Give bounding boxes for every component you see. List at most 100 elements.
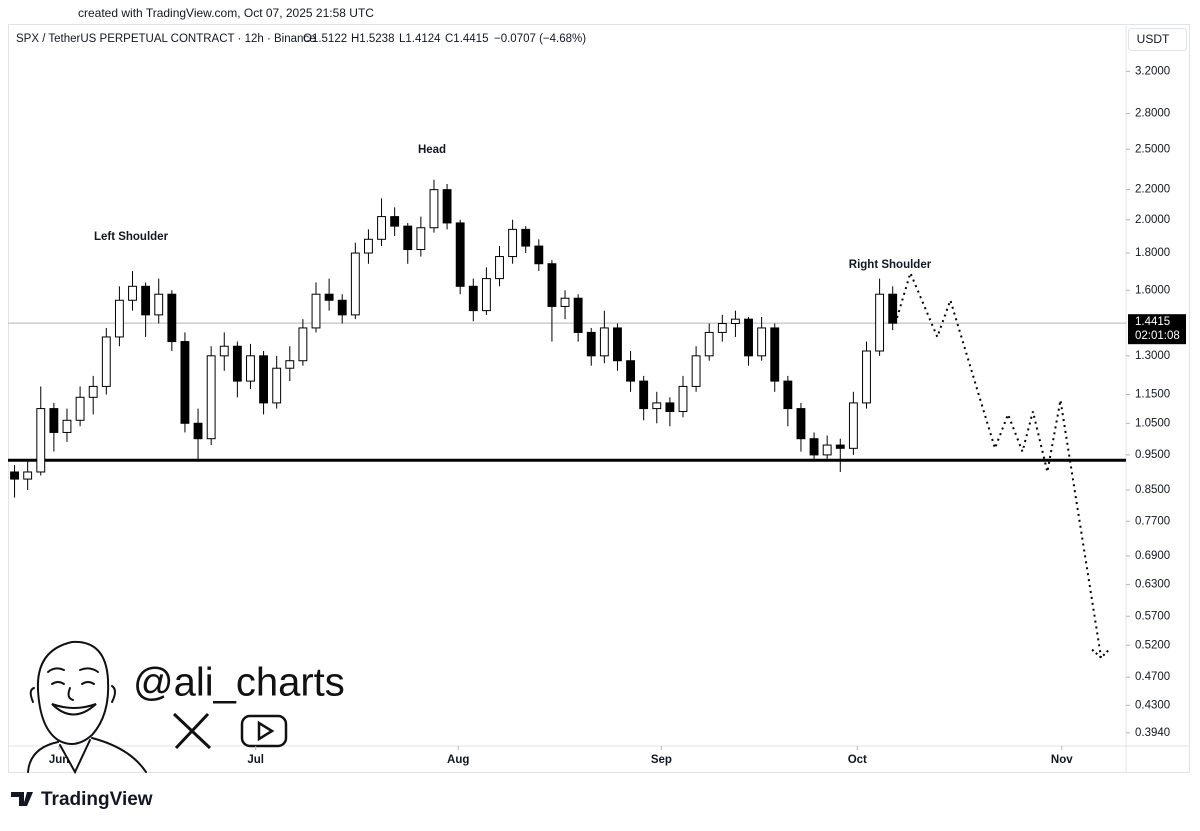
candle-body xyxy=(62,419,72,433)
currency-button[interactable] xyxy=(1128,28,1187,51)
candle-body xyxy=(364,238,373,254)
y-tick-label: 2.5000 xyxy=(1135,143,1170,155)
candle-body xyxy=(167,293,177,343)
candle-body xyxy=(350,252,360,316)
y-tick-label: 0.6300 xyxy=(1135,579,1170,591)
candle-body xyxy=(232,345,242,382)
y-tick-label: 3.2000 xyxy=(1135,65,1170,77)
candle-body xyxy=(691,355,701,387)
price-badge-countdown: 02:01:08 xyxy=(1135,330,1180,342)
created-note: created with TradingView.com, Oct 07, 20… xyxy=(78,6,374,20)
y-tick-label: 1.0500 xyxy=(1135,417,1170,429)
symbol: SPX / TetherUS PERPETUAL CONTRACT · 12h … xyxy=(16,33,316,45)
candle-body xyxy=(744,318,753,357)
candle-body xyxy=(652,402,662,410)
candle-body xyxy=(455,222,465,287)
y-tick-label: 2.8000 xyxy=(1135,107,1170,119)
y-tick-label: 0.7700 xyxy=(1135,515,1170,527)
x-tick-label: Oct xyxy=(848,754,867,766)
y-tick-label: 1.1500 xyxy=(1135,389,1170,401)
candle-body xyxy=(180,341,190,424)
annotations: Left Shoulder Head Right Shoulder xyxy=(94,144,932,271)
y-tick-label: 0.5200 xyxy=(1135,639,1170,651)
candle-body xyxy=(481,278,491,312)
candle-body xyxy=(311,293,321,329)
y-tick-label: 1.8000 xyxy=(1135,247,1170,259)
candle-body xyxy=(534,245,544,265)
candle-body xyxy=(508,228,518,258)
candle-body xyxy=(75,396,85,421)
candle-body xyxy=(36,408,46,473)
tv-logo-dot xyxy=(26,792,32,798)
youtube-play xyxy=(257,720,275,742)
candle-body xyxy=(114,299,124,338)
candle-body xyxy=(468,285,478,312)
x-tick-label: Jul xyxy=(247,754,264,766)
candle-body xyxy=(219,345,229,357)
left-shoulder-label: Left Shoulder xyxy=(94,231,169,243)
candle-body xyxy=(495,256,504,280)
candle-body xyxy=(757,327,767,357)
y-tick-label: 0.4700 xyxy=(1135,671,1170,683)
candle-body xyxy=(324,293,334,301)
candle-body xyxy=(101,336,111,387)
candle-body xyxy=(770,327,780,382)
candle-body xyxy=(285,360,295,369)
candle-body xyxy=(717,323,727,333)
x-icon xyxy=(172,712,212,750)
candle-body xyxy=(128,285,137,301)
candle-body xyxy=(560,297,570,307)
candle-body xyxy=(848,402,858,449)
avatar-shoulders xyxy=(27,737,147,775)
avatar xyxy=(27,640,147,775)
projection-arrowhead xyxy=(1091,647,1111,660)
price-badge xyxy=(1128,314,1186,345)
candle-body xyxy=(272,367,282,404)
y-tick-label: 0.6900 xyxy=(1135,550,1170,562)
candle-body xyxy=(835,444,845,449)
y-tick-label: 0.8500 xyxy=(1135,484,1170,496)
y-tick-label: 0.4300 xyxy=(1135,699,1170,711)
candle-body xyxy=(665,402,675,412)
candle-body xyxy=(442,189,452,224)
x-icon-strokes xyxy=(172,712,212,750)
candle-body xyxy=(783,380,793,410)
candle-body xyxy=(206,355,216,440)
candle-body xyxy=(259,355,269,404)
change: −0.0707 (−4.68%) xyxy=(494,33,586,45)
youtube-frame xyxy=(240,714,288,748)
candle-body xyxy=(809,438,819,456)
y-tick-label: 2.2000 xyxy=(1135,184,1170,196)
candle-body xyxy=(403,225,413,251)
y-tick-label: 2.0000 xyxy=(1135,214,1170,226)
currency-label[interactable]: USDT xyxy=(1137,32,1170,46)
avatar-nose xyxy=(67,687,74,701)
candle-body xyxy=(298,327,308,362)
avatar-head xyxy=(36,640,110,745)
youtube-icon xyxy=(240,714,288,748)
legend-row: SPX / TetherUS PERPETUAL CONTRACT · 12h … xyxy=(16,33,586,45)
x-tick-label: Aug xyxy=(447,754,469,766)
candle-body xyxy=(573,297,583,333)
candle-body xyxy=(704,331,714,357)
candle-body xyxy=(730,318,740,325)
candle-body xyxy=(888,293,898,324)
y-tick-label: 1.3000 xyxy=(1135,350,1170,362)
candle-body xyxy=(613,327,622,362)
plot-area xyxy=(8,179,1126,660)
candle-body xyxy=(390,216,400,227)
x-tick-label: Jun xyxy=(49,754,69,766)
candle-body xyxy=(416,227,426,251)
y-tick-label: 0.3940 xyxy=(1135,727,1170,739)
candle-body xyxy=(639,380,649,410)
avatar-eyes xyxy=(51,681,95,685)
candle-body xyxy=(23,471,33,480)
candle-body xyxy=(377,216,386,240)
avatar-mouth xyxy=(51,703,97,716)
avatar-brows xyxy=(47,667,99,673)
candle-body xyxy=(429,189,439,229)
candle-body xyxy=(141,285,151,316)
candle-body xyxy=(88,385,98,398)
ohlc-low: L1.4124 xyxy=(399,33,441,45)
